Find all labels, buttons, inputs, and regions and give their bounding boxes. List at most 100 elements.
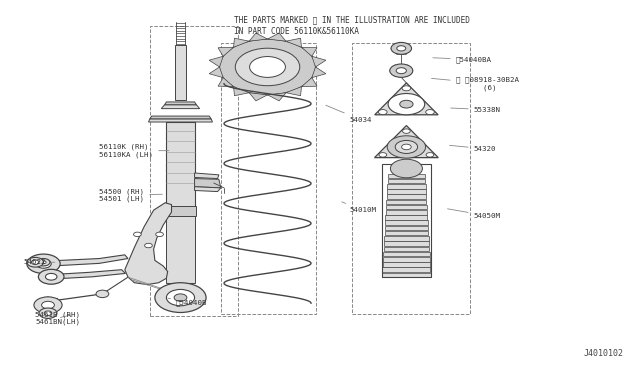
Polygon shape xyxy=(195,179,221,188)
Polygon shape xyxy=(268,33,286,41)
Circle shape xyxy=(155,283,206,312)
Bar xyxy=(386,205,427,209)
Circle shape xyxy=(96,290,109,298)
Circle shape xyxy=(220,39,316,95)
Bar xyxy=(383,262,430,267)
Bar xyxy=(383,247,429,251)
Bar xyxy=(165,206,196,216)
Bar xyxy=(386,210,427,215)
Polygon shape xyxy=(286,87,301,96)
Polygon shape xyxy=(150,116,211,119)
Bar xyxy=(387,200,426,204)
Circle shape xyxy=(134,232,141,237)
Bar xyxy=(388,174,425,178)
Bar xyxy=(382,273,431,277)
Bar xyxy=(384,236,429,241)
Polygon shape xyxy=(218,47,234,56)
Circle shape xyxy=(396,140,417,153)
Polygon shape xyxy=(286,38,301,47)
Polygon shape xyxy=(161,105,200,109)
Text: 54320: 54320 xyxy=(449,145,496,152)
Circle shape xyxy=(166,289,195,306)
Text: 54500 (RH)
54501 (LH): 54500 (RH) 54501 (LH) xyxy=(99,188,163,202)
Circle shape xyxy=(42,301,54,309)
Text: THE PARTS MARKED ※ IN THE ILLUSTRATION ARE INCLUDED
IN PART CODE 56110K&56110KA: THE PARTS MARKED ※ IN THE ILLUSTRATION A… xyxy=(234,15,470,36)
Circle shape xyxy=(145,243,152,248)
Circle shape xyxy=(44,311,52,315)
Polygon shape xyxy=(234,38,249,47)
Text: 56110K (RH)
56110KA (LH): 56110K (RH) 56110KA (LH) xyxy=(99,144,169,158)
Text: 54622: 54622 xyxy=(23,259,55,265)
Bar xyxy=(387,189,426,194)
Polygon shape xyxy=(218,78,234,87)
Polygon shape xyxy=(164,102,196,105)
Bar xyxy=(382,267,431,272)
Circle shape xyxy=(388,93,425,115)
Text: 5461B (RH)
5461BN(LH): 5461B (RH) 5461BN(LH) xyxy=(35,311,80,325)
Text: 54050M: 54050M xyxy=(447,209,500,219)
Circle shape xyxy=(390,159,422,178)
Bar xyxy=(388,179,425,183)
Circle shape xyxy=(37,259,50,266)
Text: J4010102: J4010102 xyxy=(584,349,624,358)
Circle shape xyxy=(174,294,187,301)
Bar xyxy=(150,26,238,316)
Polygon shape xyxy=(35,259,44,266)
Circle shape xyxy=(38,269,64,284)
Bar xyxy=(166,216,195,283)
Polygon shape xyxy=(301,78,317,87)
Bar xyxy=(383,252,429,256)
Circle shape xyxy=(250,57,285,77)
Bar xyxy=(385,231,428,235)
Bar xyxy=(387,184,426,189)
Polygon shape xyxy=(148,119,212,122)
Polygon shape xyxy=(234,87,249,96)
Text: 54010M: 54010M xyxy=(342,202,376,213)
Polygon shape xyxy=(249,93,268,101)
Bar xyxy=(385,226,428,230)
Circle shape xyxy=(236,48,300,86)
Circle shape xyxy=(45,273,57,280)
Polygon shape xyxy=(209,67,223,78)
Bar xyxy=(221,43,316,314)
Text: ※54040BA: ※54040BA xyxy=(433,56,492,63)
Circle shape xyxy=(34,297,62,313)
Bar xyxy=(382,164,431,277)
Circle shape xyxy=(387,136,426,158)
Circle shape xyxy=(402,144,412,150)
Bar xyxy=(352,43,470,314)
Circle shape xyxy=(403,129,410,134)
Circle shape xyxy=(402,86,411,91)
Bar xyxy=(385,221,428,225)
Circle shape xyxy=(41,261,46,264)
Circle shape xyxy=(378,110,387,115)
Polygon shape xyxy=(312,67,326,78)
Polygon shape xyxy=(125,203,172,285)
Text: 55338N: 55338N xyxy=(451,107,500,113)
Circle shape xyxy=(390,64,413,77)
Circle shape xyxy=(391,42,412,54)
Text: ※ ⓝ08918-30B2A
      (6): ※ ⓝ08918-30B2A (6) xyxy=(431,77,518,91)
Polygon shape xyxy=(249,33,268,41)
Circle shape xyxy=(27,257,44,267)
Bar xyxy=(385,215,428,220)
Bar xyxy=(384,241,429,246)
Circle shape xyxy=(396,68,406,74)
Bar xyxy=(175,45,186,100)
Circle shape xyxy=(39,308,57,318)
Circle shape xyxy=(397,46,406,51)
Text: 54034: 54034 xyxy=(326,105,372,123)
Circle shape xyxy=(400,100,413,108)
Circle shape xyxy=(156,232,163,237)
Circle shape xyxy=(426,153,434,157)
Polygon shape xyxy=(374,83,438,115)
Polygon shape xyxy=(374,126,438,158)
Polygon shape xyxy=(301,47,317,56)
Circle shape xyxy=(36,259,51,268)
Circle shape xyxy=(379,153,387,157)
Polygon shape xyxy=(52,270,125,279)
Bar xyxy=(166,122,195,208)
Circle shape xyxy=(27,254,60,273)
Bar xyxy=(387,195,426,199)
Polygon shape xyxy=(40,297,56,313)
